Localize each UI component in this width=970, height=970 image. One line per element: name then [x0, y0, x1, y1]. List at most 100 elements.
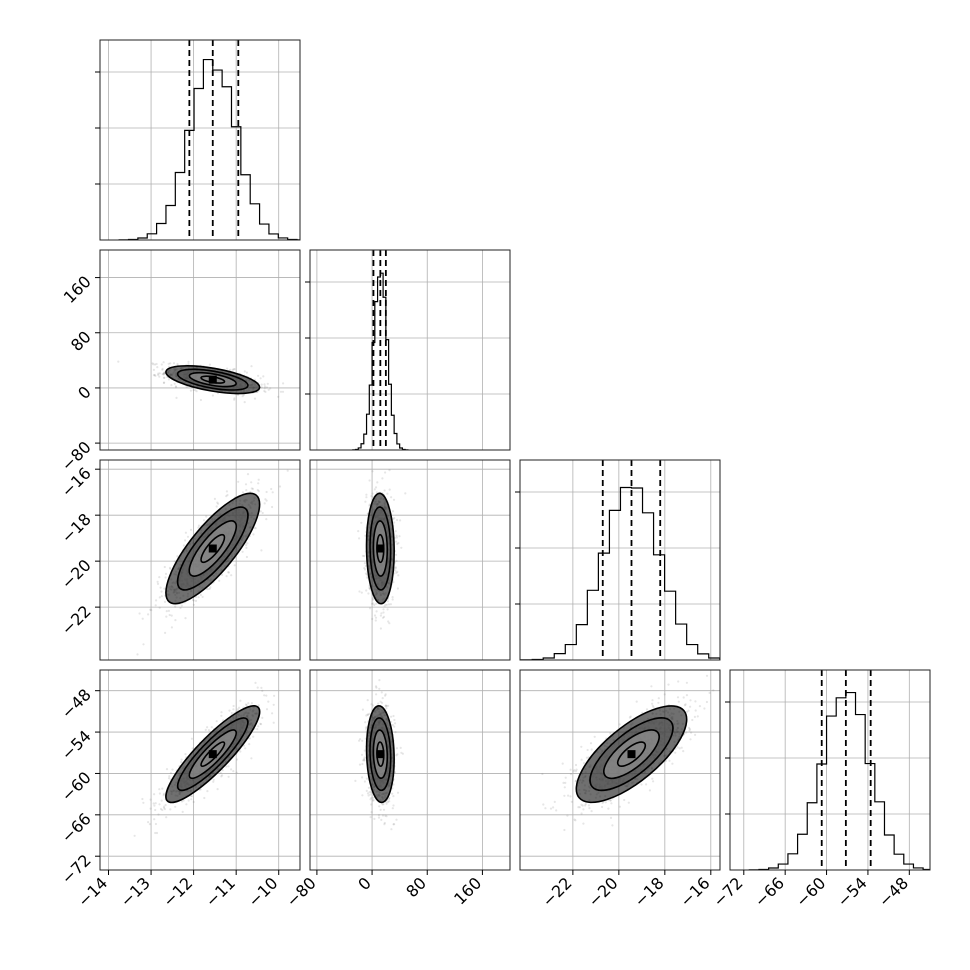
sample-point	[185, 803, 188, 806]
sample-point	[267, 388, 270, 391]
sample-point	[158, 606, 161, 609]
sample-point	[184, 539, 187, 542]
sample-point	[216, 501, 219, 504]
sample-point	[257, 374, 260, 377]
sample-point	[392, 498, 396, 501]
sample-point	[607, 807, 610, 810]
sample-point	[265, 708, 269, 711]
sample-point	[250, 702, 253, 705]
sample-point	[239, 750, 242, 753]
sample-point	[160, 799, 163, 802]
sample-point	[264, 390, 267, 393]
sample-point	[394, 722, 397, 725]
samples	[133, 681, 276, 837]
sample-point	[271, 712, 274, 715]
sample-point	[392, 714, 395, 718]
sample-point	[379, 700, 382, 703]
sample-point	[225, 495, 228, 498]
sample-point	[156, 580, 159, 583]
scatter-panel-0-2: −22−20−18−16	[58, 459, 301, 661]
sample-point	[250, 487, 253, 490]
sample-point	[368, 587, 371, 590]
sample-point	[370, 703, 373, 706]
sample-point	[175, 386, 178, 389]
sample-point	[180, 800, 184, 803]
sample-point	[385, 704, 388, 708]
sample-point	[372, 798, 375, 801]
sample-point	[384, 471, 387, 474]
sample-point	[393, 718, 396, 722]
sample-point	[162, 373, 165, 376]
sample-point	[277, 395, 280, 398]
sample-point	[383, 605, 386, 608]
sample-point	[141, 797, 144, 801]
sample-point	[187, 799, 190, 802]
sample-point	[368, 790, 371, 794]
sample-point	[165, 768, 169, 771]
sample-point	[169, 772, 172, 775]
sample-point	[235, 758, 239, 761]
sample-point	[259, 723, 263, 726]
sample-point	[233, 564, 236, 567]
sample-point	[395, 559, 398, 563]
scatter-panel-1-3: −80 0 80 160	[282, 669, 511, 911]
sample-point	[149, 807, 152, 810]
sample-point	[180, 758, 183, 761]
sample-point	[378, 679, 381, 682]
sample-point	[185, 385, 188, 388]
sample-point	[232, 368, 235, 371]
sample-point	[373, 614, 377, 617]
sample-point	[250, 365, 253, 368]
sample-point	[361, 739, 364, 742]
sample-point	[395, 747, 399, 750]
sample-point	[361, 794, 364, 797]
sample-point	[259, 510, 262, 513]
sample-point	[246, 542, 249, 545]
sample-point	[217, 502, 220, 505]
sample-point	[153, 804, 156, 807]
sample-point	[383, 821, 386, 825]
sample-point	[380, 701, 384, 705]
sample-point	[160, 595, 163, 598]
sample-point	[388, 488, 391, 491]
sample-point	[170, 626, 173, 629]
sample-point	[688, 728, 692, 731]
sample-point	[149, 608, 152, 611]
sample-point	[278, 485, 282, 488]
sample-point	[650, 685, 653, 688]
sample-point	[365, 789, 368, 793]
sample-point	[261, 716, 264, 720]
sample-point	[245, 544, 248, 547]
sample-point	[380, 612, 383, 615]
sample-point	[369, 798, 372, 801]
sample-point	[163, 565, 166, 569]
sample-point	[361, 762, 364, 766]
sample-point	[227, 571, 230, 574]
sample-point	[378, 687, 381, 690]
sample-point	[365, 496, 368, 499]
sample-point	[677, 700, 680, 703]
sample-point	[151, 362, 154, 365]
sample-point	[265, 386, 268, 389]
sample-point	[363, 749, 366, 752]
sample-point	[197, 596, 200, 599]
sample-point	[230, 768, 233, 771]
sample-point	[211, 394, 214, 397]
sample-point	[282, 382, 285, 385]
sample-point	[257, 482, 260, 485]
sample-point	[154, 808, 157, 812]
sample-point	[252, 735, 255, 738]
sample-point	[254, 681, 257, 685]
sample-point	[210, 726, 213, 729]
sample-point	[360, 591, 363, 594]
sample-point	[364, 572, 368, 575]
sample-point	[392, 804, 395, 807]
sample-point	[379, 808, 382, 812]
sample-point	[142, 643, 145, 646]
sample-point	[382, 803, 385, 806]
sample-point	[169, 567, 172, 570]
y-tick-label: 0	[74, 382, 95, 403]
sample-point	[361, 776, 364, 779]
sample-point	[254, 527, 257, 530]
sample-point	[170, 384, 173, 387]
